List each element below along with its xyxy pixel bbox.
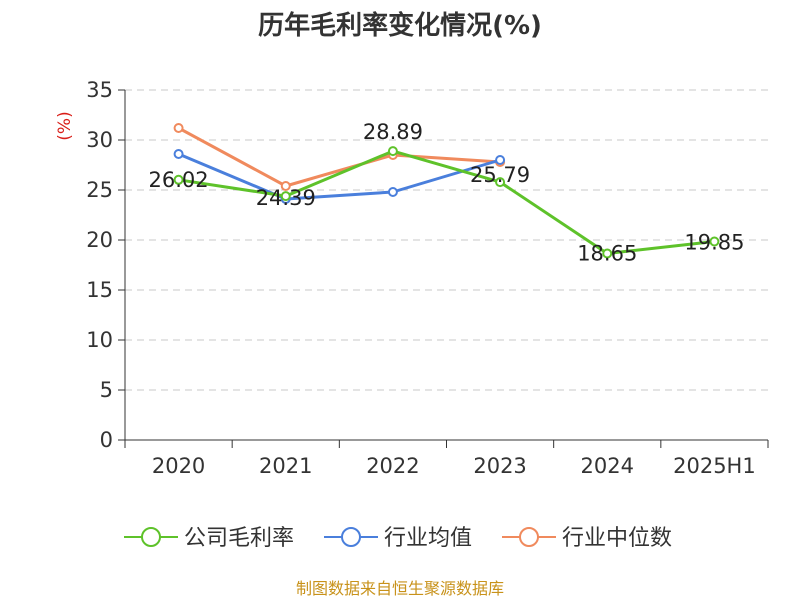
data-point <box>495 177 506 188</box>
series-lines <box>173 123 720 259</box>
data-point <box>173 123 184 133</box>
data-point <box>602 248 613 259</box>
data-point <box>709 236 720 247</box>
data-point <box>387 146 398 157</box>
x-tick-label: 2022 <box>366 454 419 478</box>
data-labels: 26.02 24.39 28.89 25.79 18.65 19.85 <box>149 120 745 265</box>
legend-marker <box>141 527 161 547</box>
data-label: 18.65 <box>577 242 637 266</box>
gridlines <box>125 89 768 391</box>
data-label: 25.79 <box>470 163 530 187</box>
data-point <box>173 149 184 159</box>
y-tick-label: 35 <box>86 78 113 102</box>
legend-label: 行业中位数 <box>562 526 672 551</box>
y-tick-label: 5 <box>100 378 113 402</box>
data-point <box>280 181 291 191</box>
y-tick-label: 25 <box>86 178 113 202</box>
legend-marker <box>519 527 539 547</box>
y-tick-label: 30 <box>86 128 113 152</box>
x-tick-label: 2024 <box>581 454 634 478</box>
y-axis-unit: (%) <box>55 111 75 140</box>
y-tick-label: 15 <box>86 278 113 302</box>
x-tick-label: 2020 <box>152 454 205 478</box>
data-label: 26.02 <box>149 168 209 192</box>
chart-title: 历年毛利率变化情况(%) <box>258 10 542 41</box>
legend-marker <box>341 527 361 547</box>
axes: 0 5 10 15 20 25 30 35 2020 2021 2022 2023 2024 2025H1 <box>86 78 769 478</box>
data-label: 24.39 <box>256 186 316 210</box>
data-point <box>495 155 506 165</box>
legend-label: 公司毛利率 <box>184 526 294 551</box>
data-point <box>173 174 184 185</box>
source-note: 制图数据来自恒生聚源数据库 <box>296 579 504 598</box>
y-tick-label: 0 <box>100 428 113 452</box>
x-tick-label: 2025H1 <box>673 454 756 478</box>
legend-label: 行业均值 <box>384 526 472 551</box>
x-tick-label: 2021 <box>259 454 312 478</box>
data-label: 28.89 <box>363 120 423 144</box>
series-line <box>178 152 501 201</box>
data-label: 19.85 <box>684 231 744 255</box>
legend: 公司毛利率 行业均值 行业中位数 <box>124 526 672 551</box>
y-tick-label: 20 <box>86 228 113 252</box>
y-tick-label: 10 <box>86 328 113 352</box>
data-point <box>280 191 291 202</box>
series-line <box>178 149 715 255</box>
x-tick-label: 2023 <box>473 454 526 478</box>
series-line <box>177 126 501 188</box>
data-point <box>387 187 398 197</box>
